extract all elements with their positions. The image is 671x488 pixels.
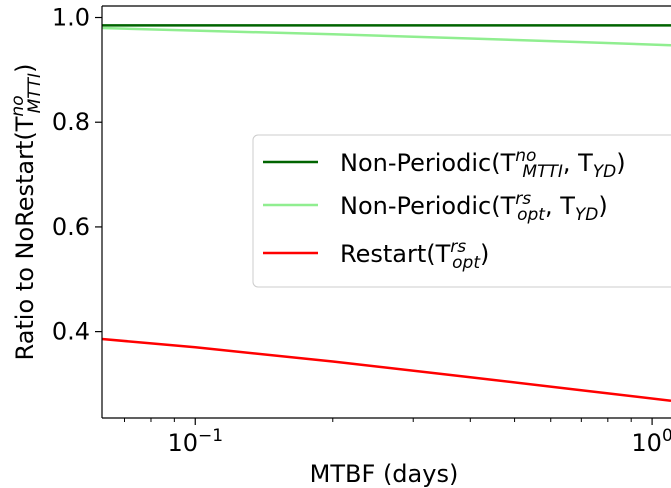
legend-label-3: Restart(Trs opt) — [340, 237, 489, 273]
series-line-2 — [101, 26, 671, 47]
y-tick-label: 0.6 — [52, 213, 90, 241]
series-layer — [101, 24, 671, 402]
axes-layer: 0.4 0.6 0.8 1.0 10−1 100 MTBF (days) Ratio to N… — [8, 4, 671, 488]
x-axis-label: MTBF (days) — [310, 460, 459, 488]
legend-label-2: Non-Periodic(Trs opt, TYD) — [340, 189, 608, 225]
legend: Non-Periodic(Tno MTTI, TYD) Non-Periodic(T… — [252, 134, 671, 288]
series-line-3 — [101, 337, 671, 402]
y-tick-label: 1.0 — [52, 4, 90, 32]
legend-box — [252, 134, 671, 288]
y-tick-label: 0.4 — [52, 318, 90, 346]
y-axis-label: Ratio to NoRestart(TnoMTTI) — [8, 64, 45, 361]
legend-label-1: Non-Periodic(Tno MTTI, TYD) — [340, 146, 626, 182]
x-tick-label: 10−1 — [167, 426, 223, 457]
x-tick-label: 100 — [631, 426, 671, 457]
y-tick-label: 0.8 — [52, 108, 90, 136]
